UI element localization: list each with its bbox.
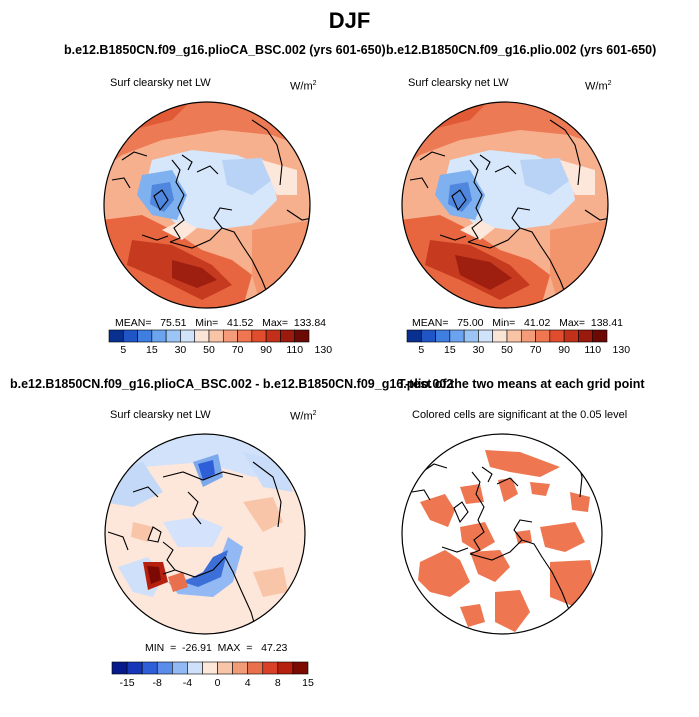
colorbar-box — [151, 329, 167, 343]
colorbar-box — [262, 661, 279, 675]
colorbar-box — [449, 329, 465, 343]
colorbar-tick-label: 70 — [529, 344, 542, 356]
colorbar-tick-label: 130 — [612, 344, 631, 356]
colorbar-box — [247, 661, 264, 675]
colorbar-box — [122, 329, 138, 343]
colorbar-tick-label: 15 — [146, 344, 158, 356]
panel-subtitle-bottom-left: Surf clearsky net LW — [110, 409, 211, 421]
panel-subtitle-bottom-right: Colored cells are significant at the 0.0… — [412, 409, 628, 421]
page-title: DJF — [328, 8, 371, 33]
colorbar-tick-label: 130 — [314, 344, 333, 356]
panel-subtitle-top-left: Surf clearsky net LW — [110, 77, 211, 89]
colorbar-tick-label: 50 — [501, 344, 513, 356]
stats-bottom-left: MIN = -26.91 MAX = 47.23 — [145, 642, 288, 654]
colorbar-labels-top-right: 5 15 30 50 70 90 110 130 — [407, 344, 630, 358]
colorbar-box — [217, 661, 233, 675]
colorbar-tick-label: -8 — [152, 677, 162, 689]
units-label-top-left: W/m2 — [290, 80, 317, 93]
colorbar-box — [492, 329, 508, 343]
units-label-top-right: W/m2 — [585, 80, 612, 93]
units-label-bottom-left: W/m2 — [290, 410, 317, 423]
colorbar-tick-label: 50 — [203, 344, 215, 356]
colorbar-box — [563, 329, 579, 343]
colorbar-top-right — [406, 329, 608, 343]
colorbar-labels-bottom-left: -15 -8 -4 0 4 8 15 — [112, 677, 313, 691]
colorbar-box — [463, 329, 479, 343]
polar-map-bottom-right — [401, 433, 603, 635]
colorbar-box — [294, 329, 310, 343]
colorbar-tick-label: 0 — [214, 677, 221, 689]
colorbar-box — [126, 661, 143, 675]
colorbar-tick-label: 110 — [286, 344, 304, 356]
colorbar-box — [435, 329, 451, 343]
colorbar-box — [208, 329, 224, 343]
colorbar-box — [232, 661, 248, 675]
colorbar-box — [406, 329, 422, 343]
stats-top-left: MEAN= 75.51 Min= 41.52 Max= 133.84 — [115, 317, 326, 329]
colorbar-box — [156, 661, 173, 675]
colorbar-box — [141, 661, 158, 675]
colorbar-box — [111, 661, 128, 675]
colorbar-box — [237, 329, 253, 343]
colorbar-box — [202, 661, 218, 675]
colorbar-tick-label: 5 — [120, 344, 127, 356]
panel-subtitle-top-right: Surf clearsky net LW — [408, 77, 509, 89]
colorbar-box — [222, 329, 238, 343]
colorbar-tick-label: 90 — [558, 344, 570, 356]
colorbar-tick-label: -4 — [182, 677, 193, 689]
colorbar-tick-label: 15 — [302, 677, 314, 689]
stats-top-right: MEAN= 75.00 Min= 41.02 Max= 138.41 — [412, 317, 623, 329]
polar-map-bottom-left — [104, 433, 306, 635]
colorbar-box — [277, 661, 294, 675]
colorbar-bottom-left — [111, 661, 309, 675]
colorbar-tick-label: 90 — [260, 344, 272, 356]
panel-title-bottom-left: b.e12.B1850CN.f09_g16.plioCA_BSC.002 - b… — [10, 377, 454, 391]
colorbar-box — [506, 329, 522, 343]
colorbar-tick-label: -15 — [119, 677, 135, 689]
colorbar-tick-label: 30 — [174, 344, 187, 356]
colorbar-box — [187, 661, 203, 675]
colorbar-tick-label: 8 — [274, 677, 281, 689]
colorbar-box — [194, 329, 210, 343]
colorbar-labels-top-left: 5 15 30 50 70 90 110 130 — [109, 344, 332, 358]
colorbar-tick-label: 110 — [584, 344, 602, 356]
colorbar-tick-label: 70 — [231, 344, 244, 356]
colorbar-box — [165, 329, 181, 343]
colorbar-box — [265, 329, 281, 343]
panel-title-top-right: b.e12.B1850CN.f09_g16.plio.002 (yrs 601-… — [386, 43, 657, 57]
colorbar-box — [592, 329, 608, 343]
colorbar-tick-label: 15 — [444, 344, 456, 356]
colorbar-box — [172, 661, 188, 675]
colorbar-top-left — [108, 329, 310, 343]
colorbar-box — [478, 329, 494, 343]
polar-map-top-left — [103, 101, 311, 309]
panel-title-bottom-right: T-test of the two means at each grid poi… — [398, 377, 645, 391]
colorbar-box — [292, 661, 309, 675]
colorbar-box — [549, 329, 565, 343]
colorbar-tick-label: 4 — [244, 677, 251, 689]
panel-title-top-left: b.e12.B1850CN.f09_g16.plioCA_BSC.002 (yr… — [64, 43, 386, 57]
colorbar-tick-label: 30 — [472, 344, 485, 356]
colorbar-box — [578, 329, 594, 343]
colorbar-box — [280, 329, 296, 343]
colorbar-tick-label: 5 — [418, 344, 425, 356]
colorbar-box — [535, 329, 551, 343]
colorbar-box — [137, 329, 153, 343]
polar-map-top-right — [401, 101, 609, 309]
colorbar-box — [420, 329, 436, 343]
colorbar-box — [180, 329, 196, 343]
colorbar-box — [520, 329, 536, 343]
colorbar-box — [251, 329, 267, 343]
colorbar-box — [108, 329, 124, 343]
